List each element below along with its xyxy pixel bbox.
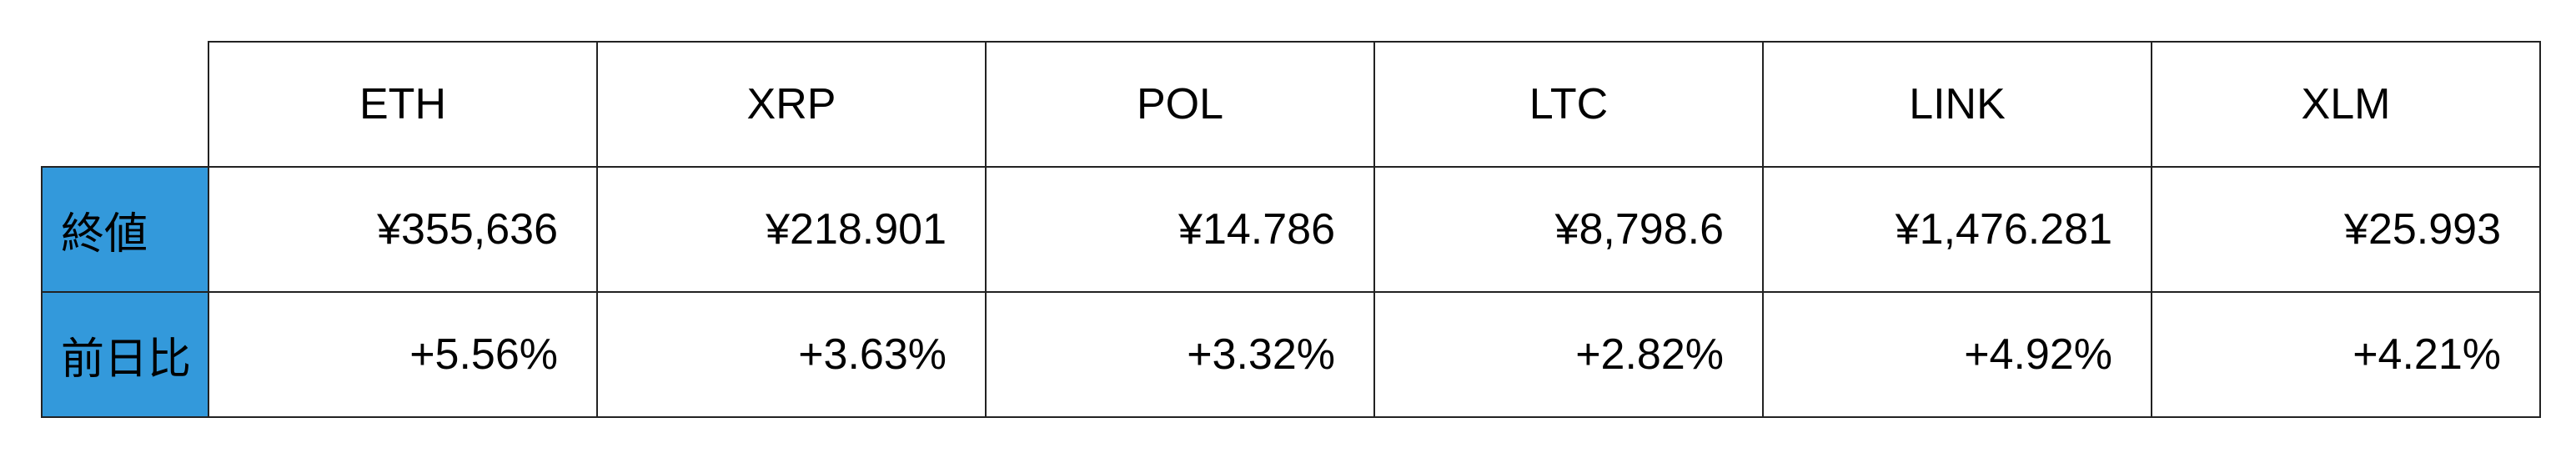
table-cell: ¥8,798.6 (1373, 166, 1764, 293)
row-label: 前日比 (41, 291, 209, 418)
table-cell: ¥218.901 (596, 166, 987, 293)
table-row-close: 終値 ¥355,636 ¥218.901 ¥14.786 ¥8,798.6 ¥1… (41, 166, 2541, 293)
table-cell: +4.92% (1762, 291, 2152, 418)
row-label: 終値 (41, 166, 209, 293)
column-header: ETH (208, 41, 598, 168)
table-row-change: 前日比 +5.56% +3.63% +3.32% +2.82% +4.92% +… (41, 291, 2541, 418)
table-cell: ¥1,476.281 (1762, 166, 2152, 293)
column-header: XRP (596, 41, 987, 168)
column-header: POL (985, 41, 1375, 168)
table-cell: ¥14.786 (985, 166, 1375, 293)
column-header: LINK (1762, 41, 2152, 168)
corner-cell (42, 42, 208, 168)
crypto-price-table: ETH XRP POL LTC LINK XLM 終値 ¥355,636 ¥21… (41, 41, 2541, 418)
table-cell: +4.21% (2151, 291, 2541, 418)
table-cell: +3.32% (985, 291, 1375, 418)
table-cell: ¥25.993 (2151, 166, 2541, 293)
header-row: ETH XRP POL LTC LINK XLM (42, 41, 2541, 168)
column-header: XLM (2151, 41, 2541, 168)
table-cell: +2.82% (1373, 291, 1764, 418)
column-header: LTC (1373, 41, 1764, 168)
table-cell: ¥355,636 (208, 166, 598, 293)
table-cell: +3.63% (596, 291, 987, 418)
table-cell: +5.56% (208, 291, 598, 418)
